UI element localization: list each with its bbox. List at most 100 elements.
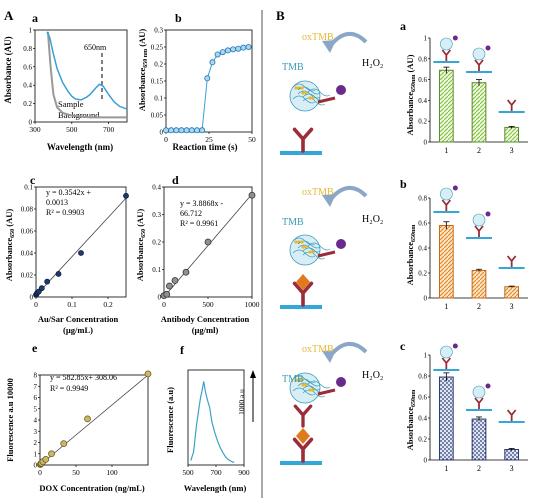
y-tick-label: 0.4 (418, 415, 427, 423)
x-axis-label-line1: Au/Sar Concentration (38, 314, 119, 324)
y-tick-label: 0 (424, 457, 428, 465)
inset-label (452, 185, 458, 191)
cluster-strand (292, 95, 316, 104)
chart-Bc: c Absorbance650nm 0 0.2 0.4 0.6 0.8 1 1 2 3 (400, 339, 528, 473)
cluster-particle (311, 96, 315, 100)
y-tick-label: 0.2 (154, 61, 163, 69)
y-tick-label: 0 (29, 119, 33, 127)
data-point (123, 192, 129, 199)
enzyme-label (336, 239, 346, 249)
y-tick-label: 0.25 (151, 44, 164, 52)
panel-label: e (32, 341, 38, 355)
y-tick-label: 0.04 (21, 250, 34, 258)
panel-label: d (172, 173, 179, 187)
y-tick-label: 0 (424, 295, 428, 303)
equation-line1: y = 0.3542x + (46, 188, 92, 197)
equation-line3: R² = 0.9961 (180, 219, 218, 228)
equation-line1: y = 582.85x+ 308.06 (50, 373, 117, 382)
scheme-unit (280, 342, 368, 465)
y-tick-label: 0.6 (418, 394, 427, 402)
x-tick-label: 300 (29, 125, 41, 134)
y-tick-label: 0.6 (418, 76, 427, 84)
cluster-particle (308, 250, 312, 254)
equation-line2: R² = 0.9949 (50, 384, 88, 393)
x-axis-label: Reaction time (s) (173, 142, 238, 152)
y-tick-label: 7 (34, 383, 38, 391)
inset-antibody (441, 49, 452, 61)
x-axis-label-line2: (µg/ml) (192, 325, 219, 335)
y-tick-label: 0.2 (152, 239, 161, 247)
inset-cluster (440, 187, 453, 201)
y-tick-label: 0.2 (23, 100, 32, 108)
data-point (168, 127, 175, 134)
cluster-particle (301, 91, 305, 95)
inset-label (485, 211, 491, 217)
data-point (44, 278, 51, 285)
schematic-column (280, 32, 368, 465)
h2o2-label-1: H₂O₂ (362, 58, 383, 69)
x-tick-label: 0.2 (103, 300, 113, 309)
cluster-particle (311, 250, 315, 254)
scheme-unit (280, 186, 368, 309)
y-tick-label: 6 (34, 394, 38, 402)
cluster-strand (307, 380, 331, 389)
x-tick-label: 0 (162, 300, 166, 309)
fit-line (163, 193, 253, 298)
equation-line2: 0.0013 (46, 198, 68, 207)
data-point (230, 46, 237, 53)
inset-label (485, 45, 491, 51)
x-tick-label: 2 (477, 146, 481, 155)
data-point (182, 268, 190, 276)
linker (317, 96, 336, 104)
data-point (235, 45, 242, 52)
linker (317, 250, 336, 258)
panel-label: b (400, 177, 407, 191)
data-point (204, 238, 212, 246)
data-point (248, 191, 256, 199)
data-point (224, 47, 231, 54)
y-tick-label: 0.08 (21, 206, 34, 214)
data-point (214, 51, 221, 58)
plot-frame (35, 186, 127, 298)
cluster-strand (307, 242, 331, 251)
catalysis-arrowhead (322, 350, 336, 363)
x-tick-label: 900 (238, 468, 250, 477)
equation-line1: y = 3.8868x - (180, 199, 224, 208)
equation-line3: R² = 0.9903 (46, 208, 84, 217)
inset-cluster (472, 213, 486, 227)
antigen-shape (296, 428, 310, 444)
equation-line2: 66.712 (180, 209, 202, 218)
cluster-strand (307, 88, 331, 97)
oxtmb-label-1: oxTMB (302, 32, 334, 43)
cluster-particle (304, 245, 308, 249)
data-point (240, 44, 247, 51)
data-point (55, 270, 62, 277)
fit-line (35, 197, 127, 296)
scale-bar-label: 1000 a.u (237, 389, 246, 415)
x-tick-label: 500 (202, 300, 214, 309)
x-axis-label: DOX Concentration (ng/mL) (39, 483, 144, 493)
y-axis-label: Absorbance650nm (405, 390, 417, 451)
y-tick-label: 0 (34, 462, 38, 470)
chart-Ba: a Absorbance650nm (AU) 0 0.2 0.4 0.6 0.8 1 1 2 3 (400, 19, 528, 155)
y-tick-label: 0.8 (23, 45, 32, 53)
y-axis-label: Fluorescence a.u 10000 (5, 378, 15, 462)
y-axis-label: Absorbance650 (AU) (135, 209, 147, 282)
y-tick-label: 0.05 (151, 112, 164, 120)
spectrum-line (190, 381, 235, 463)
data-point (178, 127, 185, 134)
inset-cluster (472, 47, 486, 61)
cluster-particle (304, 91, 308, 95)
y-tick-label: 0.1 (154, 95, 163, 103)
oxtmb-label-3: oxTMB (302, 344, 334, 355)
x-tick-label: 100 (106, 468, 118, 477)
data-point (245, 44, 252, 51)
y-tick-label: 0.3 (154, 27, 163, 35)
cluster-strand (302, 251, 326, 260)
y-tick-label: 8 (34, 372, 38, 380)
x-tick-label: 3 (510, 302, 514, 311)
h2o2-label-3: H₂O₂ (362, 370, 383, 381)
tmb-label-3: TMB (282, 374, 304, 385)
plot-frame (34, 29, 128, 123)
cluster-particle (294, 240, 298, 244)
